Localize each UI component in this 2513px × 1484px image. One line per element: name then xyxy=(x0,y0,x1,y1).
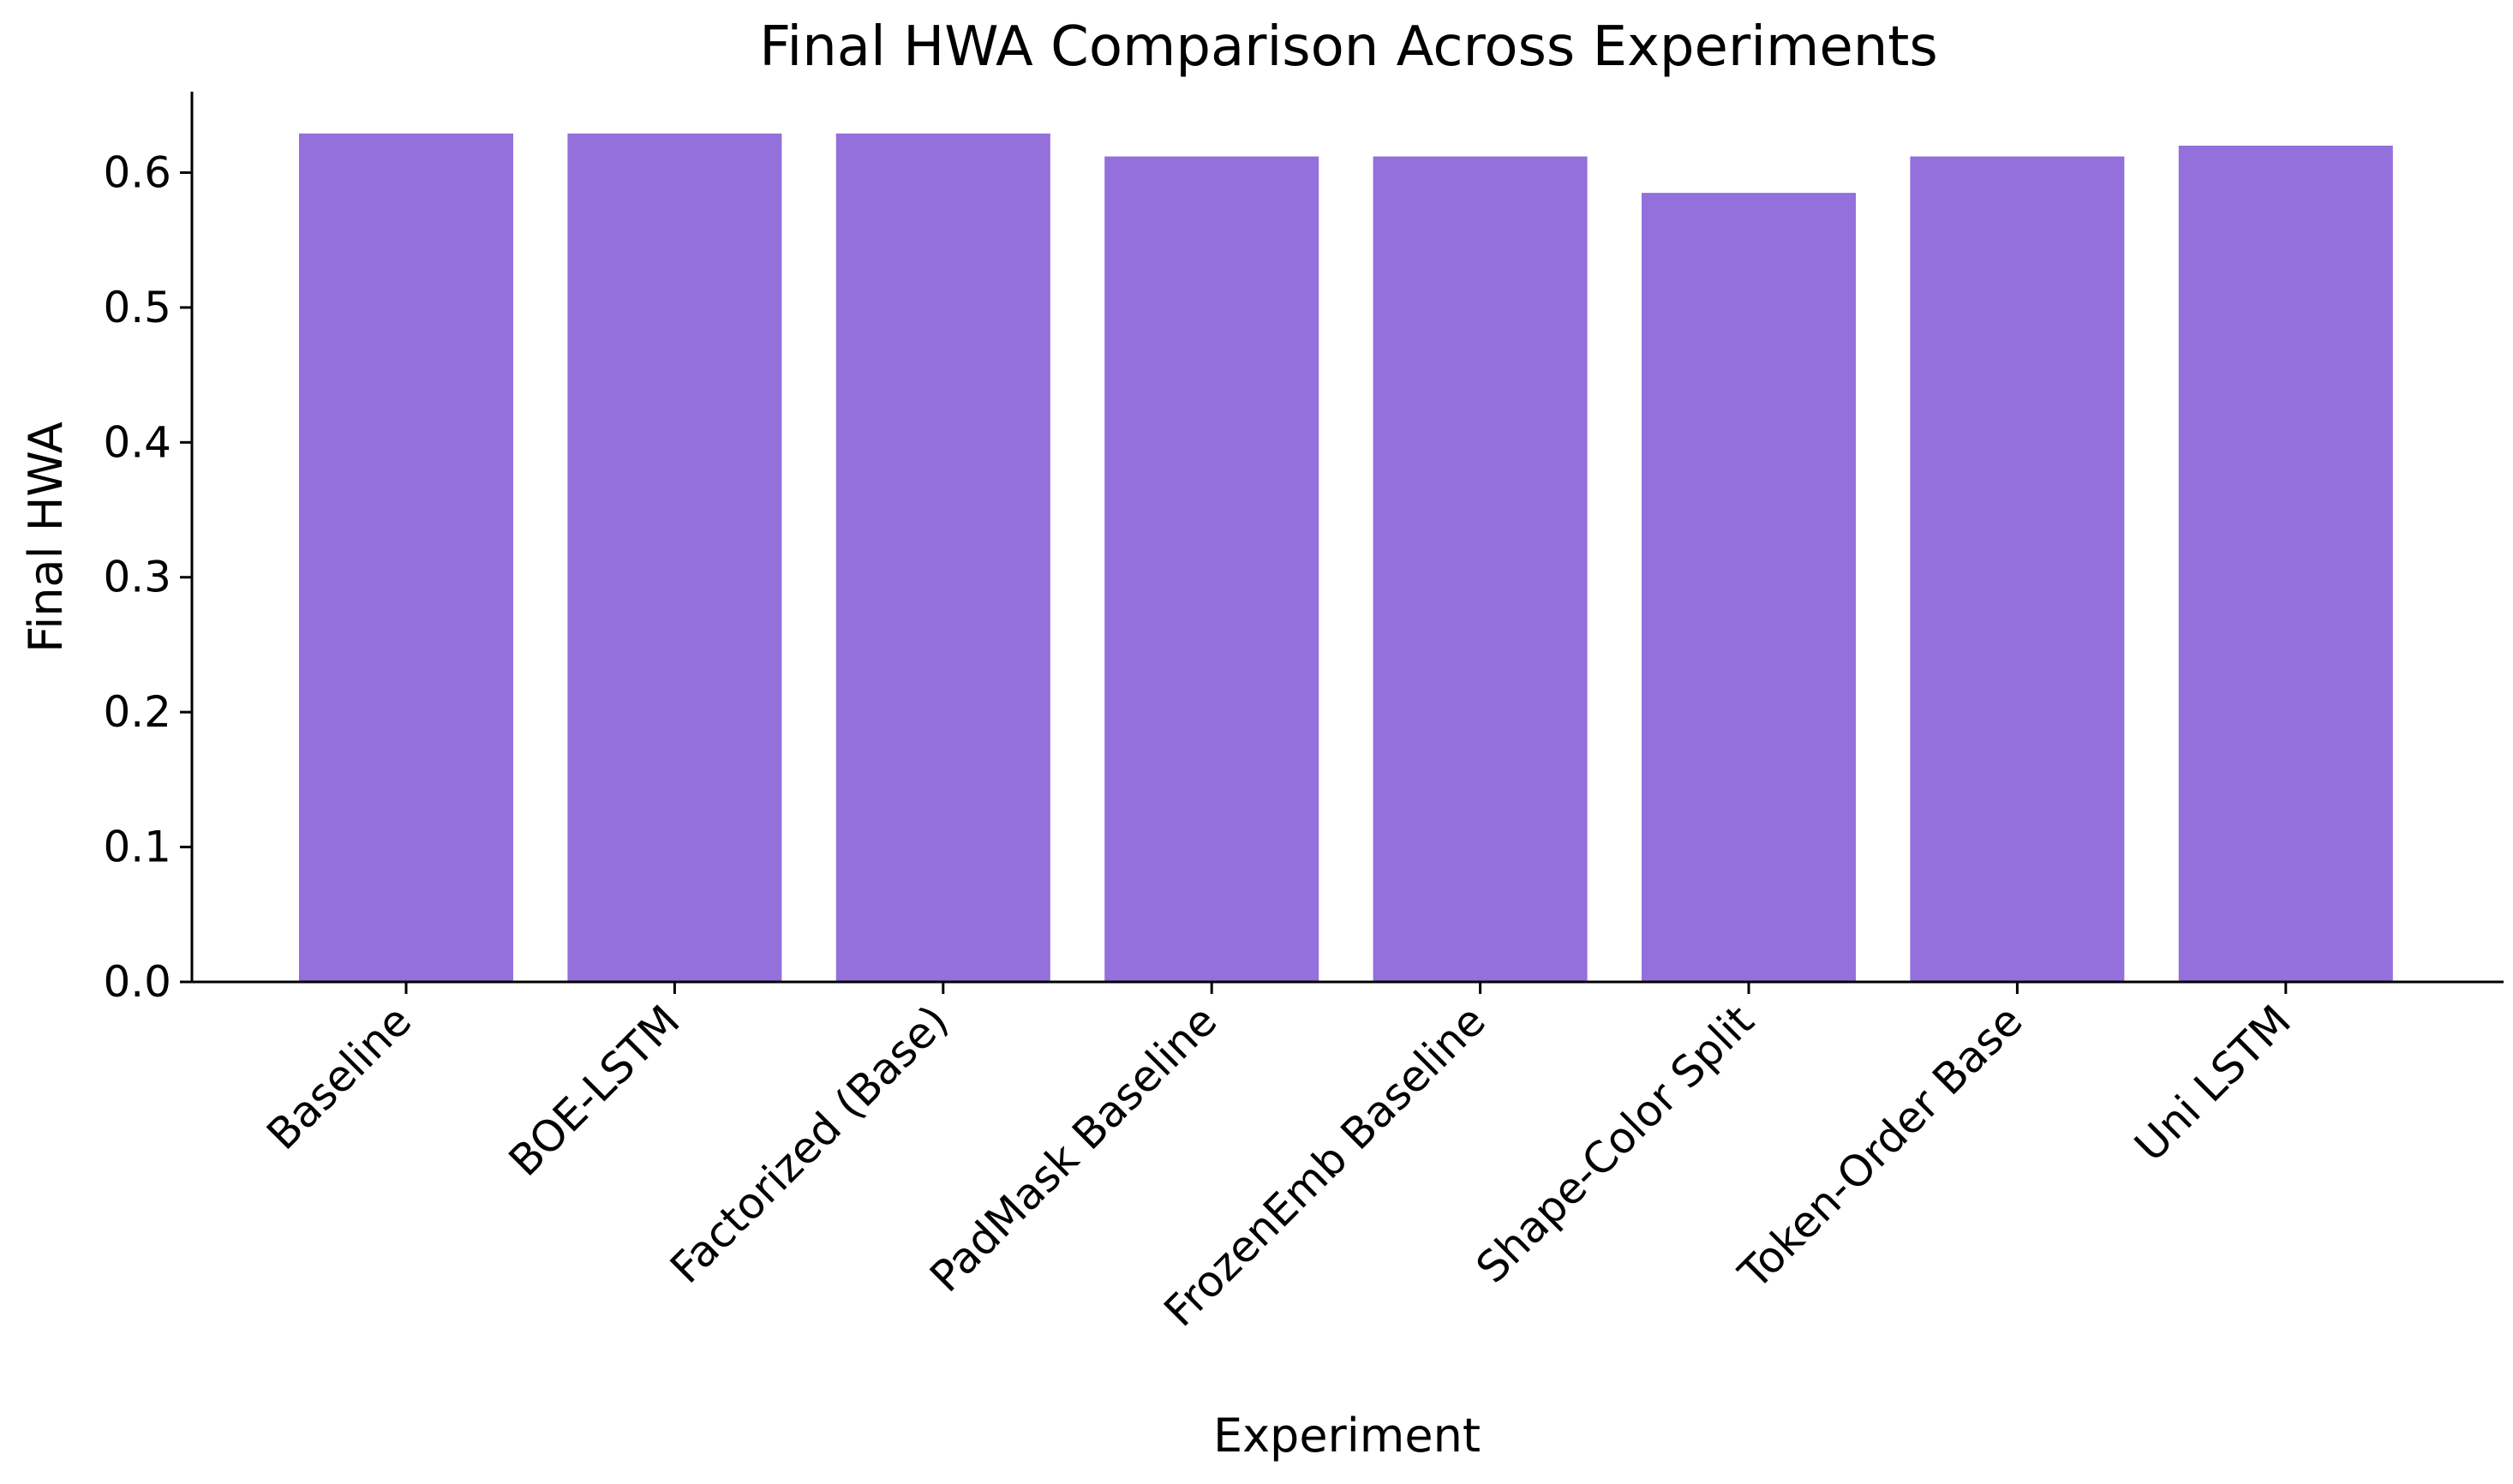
bar xyxy=(1104,156,1319,983)
bar xyxy=(1373,156,1588,983)
bar xyxy=(1910,156,2125,983)
y-tick-label: 0.2 xyxy=(103,687,171,737)
y-tick-label: 0.5 xyxy=(103,283,171,332)
chart-title: Final HWA Comparison Across Experiments xyxy=(759,15,1937,79)
y-axis-ticks: 0.0 0.1 0.2 0.3 0.4 0.5 0.6 xyxy=(103,147,192,1007)
bars-group xyxy=(299,133,2393,983)
y-tick-label: 0.6 xyxy=(103,147,171,197)
x-tick-label: Token-Order Base xyxy=(1729,996,2032,1299)
y-tick-label: 0.3 xyxy=(103,553,171,602)
bar xyxy=(567,133,782,983)
x-tick-label: Shape-Color Split xyxy=(1467,996,1763,1292)
bar xyxy=(835,133,1050,983)
x-tick-label: PadMask Baseline xyxy=(920,996,1226,1301)
y-tick-label: 0.1 xyxy=(103,823,171,872)
x-tick-label: Factorized (Base) xyxy=(661,996,958,1293)
y-tick-label: 0.4 xyxy=(103,417,171,467)
bar xyxy=(1642,193,1856,983)
bar xyxy=(299,133,513,983)
y-tick-label: 0.0 xyxy=(103,957,171,1007)
x-tick-label: BOE-LSTM xyxy=(500,996,690,1186)
bar xyxy=(2178,146,2393,982)
x-tick-label: Baseline xyxy=(257,996,421,1159)
x-tick-label: Uni LSTM xyxy=(2125,996,2301,1171)
y-axis-label: Final HWA xyxy=(19,422,73,653)
x-axis-label: Experiment xyxy=(1213,1409,1481,1463)
